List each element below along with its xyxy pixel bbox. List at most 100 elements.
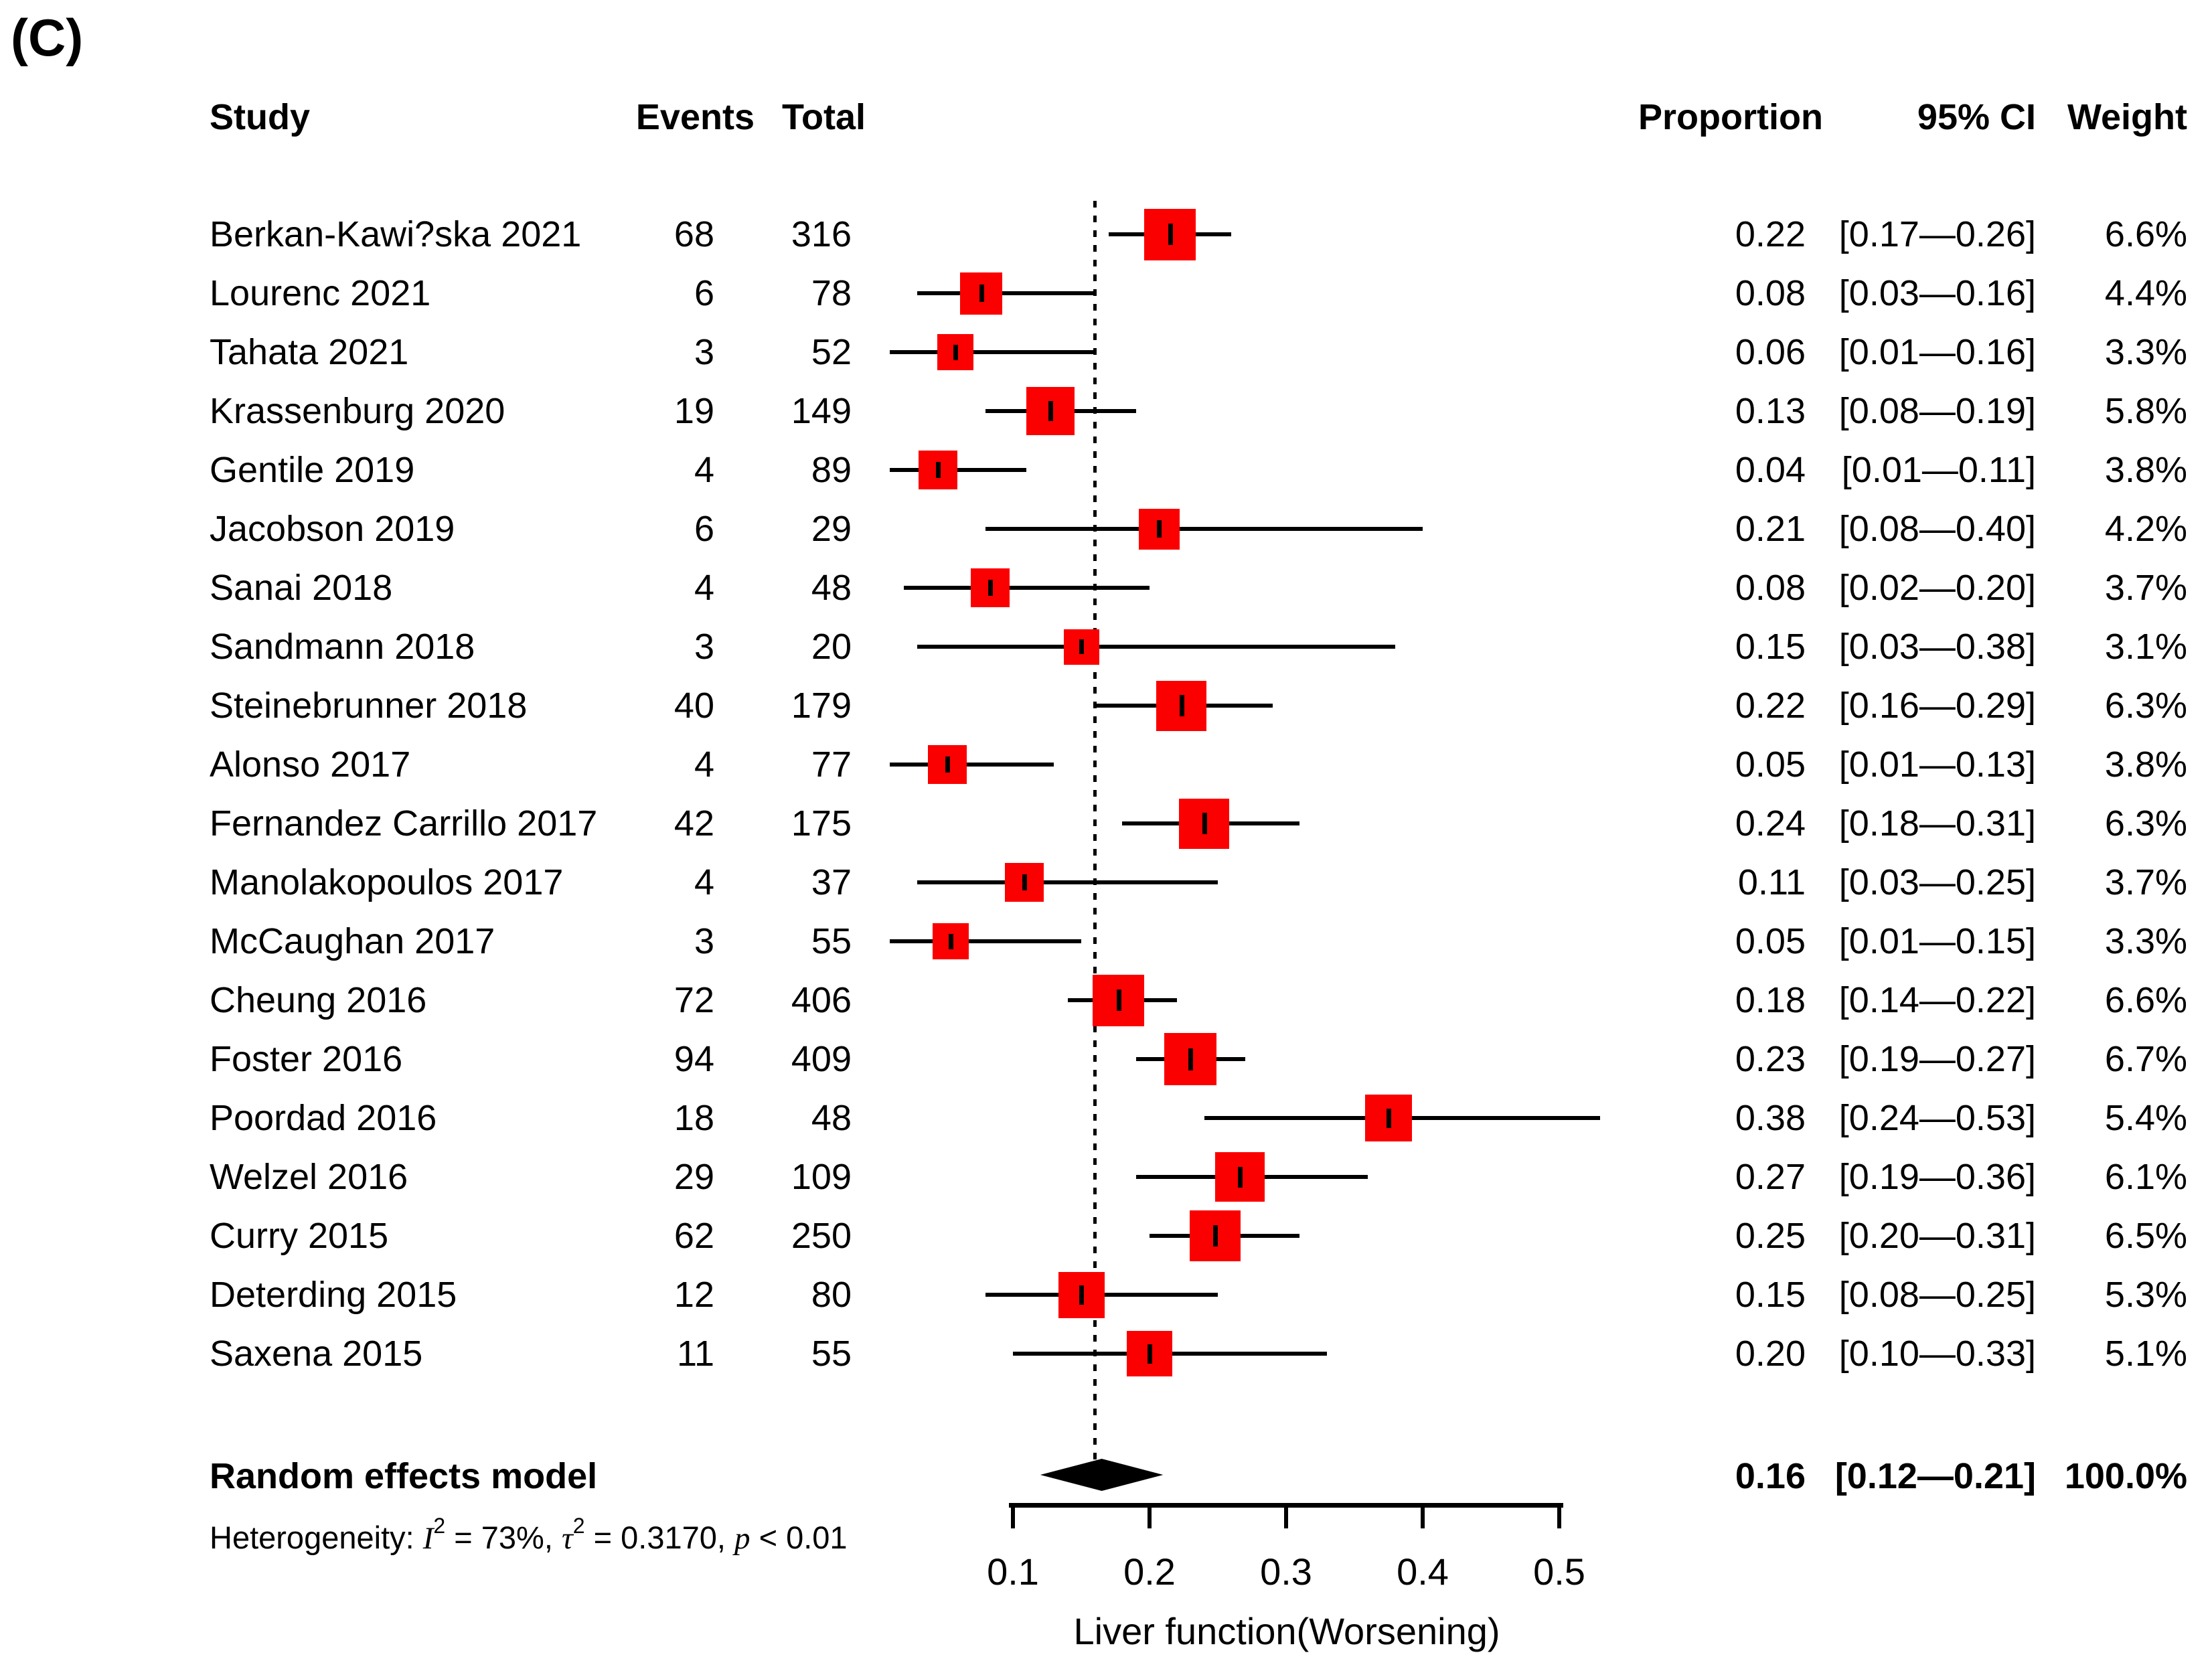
weight-value: 5.8%	[2104, 391, 2187, 431]
header-ci: 95% CI	[1917, 97, 2036, 137]
ci-value: [0.18—0.31]	[1838, 803, 2036, 844]
point-estimate-tick	[979, 285, 984, 302]
x-axis-title: Liver function(Worsening)	[1073, 1610, 1500, 1652]
proportion-value: 0.08	[1735, 568, 1806, 608]
ci-value: [0.01—0.11]	[1841, 450, 2036, 490]
events-value: 3	[694, 921, 714, 961]
x-axis-tick-label: 0.3	[1260, 1550, 1312, 1593]
x-axis-tick	[1284, 1503, 1288, 1528]
proportion-value: 0.11	[1737, 862, 1806, 902]
study-name: Gentile 2019	[210, 450, 415, 490]
events-value: 6	[694, 273, 714, 313]
ci-value: [0.01—0.16]	[1838, 332, 2036, 372]
events-value: 72	[674, 980, 714, 1020]
total-value: 48	[811, 568, 852, 608]
total-value: 48	[811, 1098, 852, 1138]
total-value: 80	[811, 1275, 852, 1315]
ci-line	[985, 527, 1423, 531]
proportion-value: 0.05	[1735, 921, 1806, 961]
x-axis-tick	[1011, 1503, 1015, 1528]
ci-value: [0.20—0.31]	[1838, 1216, 2036, 1256]
total-value: 250	[791, 1216, 852, 1256]
total-value: 109	[791, 1157, 852, 1197]
ci-value: [0.19—0.36]	[1838, 1157, 2036, 1197]
proportion-value: 0.15	[1735, 627, 1806, 667]
point-estimate-tick	[949, 934, 953, 949]
ci-line	[890, 939, 1081, 943]
study-name: Fernandez Carrillo 2017	[210, 803, 598, 844]
ci-line	[917, 291, 1095, 295]
proportion-value: 0.38	[1735, 1098, 1806, 1138]
study-name: Poordad 2016	[210, 1098, 437, 1138]
events-value: 42	[674, 803, 714, 844]
point-estimate-tick	[1079, 1285, 1084, 1305]
header-events: Events	[635, 97, 755, 137]
events-value: 3	[694, 627, 714, 667]
total-value: 55	[811, 921, 852, 961]
weight-value: 3.1%	[2104, 627, 2187, 667]
study-name: Welzel 2016	[210, 1157, 408, 1197]
point-estimate-tick	[1022, 874, 1027, 890]
ci-line	[890, 350, 1095, 354]
weight-value: 6.1%	[2104, 1157, 2187, 1197]
events-value: 40	[674, 686, 714, 726]
heterogeneity-text: Heterogeneity:	[210, 1520, 423, 1555]
weight-value: 6.3%	[2104, 803, 2187, 844]
weight-value: 5.4%	[2104, 1098, 2187, 1138]
summary-label: Random effects model	[210, 1456, 598, 1496]
proportion-value: 0.22	[1735, 686, 1806, 726]
study-name: Foster 2016	[210, 1039, 403, 1079]
study-name: Lourenc 2021	[210, 273, 431, 313]
point-estimate-tick	[1117, 989, 1121, 1011]
total-value: 409	[791, 1039, 852, 1079]
study-name: Tahata 2021	[210, 332, 409, 372]
events-value: 4	[694, 568, 714, 608]
events-value: 29	[674, 1157, 714, 1197]
point-estimate-tick	[988, 580, 993, 596]
weight-value: 5.3%	[2104, 1275, 2187, 1315]
heterogeneity-text: < 0.01	[750, 1520, 848, 1555]
events-value: 94	[674, 1039, 714, 1079]
total-value: 55	[811, 1334, 852, 1374]
proportion-value: 0.05	[1735, 744, 1806, 785]
header-weight: Weight	[2067, 97, 2187, 137]
heterogeneity-text: = 0.3170,	[584, 1520, 735, 1555]
study-name: Manolakopoulos 2017	[210, 862, 564, 902]
x-axis-tick	[1421, 1503, 1425, 1528]
ci-line	[890, 468, 1027, 472]
study-name: Curry 2015	[210, 1216, 389, 1256]
weight-value: 6.6%	[2104, 214, 2187, 254]
events-value: 4	[694, 744, 714, 785]
x-axis-tick	[1557, 1503, 1561, 1528]
proportion-value: 0.06	[1735, 332, 1806, 372]
heterogeneity-symbol: τ	[561, 1521, 573, 1556]
point-estimate-tick	[1148, 1344, 1152, 1364]
ci-value: [0.03—0.16]	[1838, 273, 2036, 313]
events-value: 12	[674, 1275, 714, 1315]
heterogeneity-symbol: p	[734, 1521, 750, 1556]
total-value: 149	[791, 391, 852, 431]
total-value: 20	[811, 627, 852, 667]
weight-value: 3.7%	[2104, 568, 2187, 608]
total-value: 179	[791, 686, 852, 726]
summary-diamond	[1040, 1459, 1164, 1491]
summary-proportion: 0.16	[1735, 1456, 1806, 1496]
point-estimate-tick	[1180, 695, 1184, 716]
heterogeneity-symbol: I	[422, 1521, 434, 1556]
study-name: Sanai 2018	[210, 568, 393, 608]
ci-value: [0.16—0.29]	[1838, 686, 2036, 726]
heterogeneity-superscript: 2	[433, 1514, 446, 1538]
point-estimate-tick	[1048, 401, 1053, 421]
point-estimate-tick	[945, 756, 950, 773]
total-value: 29	[811, 509, 852, 549]
header-study: Study	[210, 97, 311, 137]
proportion-value: 0.13	[1735, 391, 1806, 431]
weight-value: 3.3%	[2104, 921, 2187, 961]
point-estimate-tick	[1188, 1048, 1193, 1070]
ci-value: [0.01—0.13]	[1838, 744, 2036, 785]
total-value: 78	[811, 273, 852, 313]
point-estimate-tick	[936, 462, 941, 478]
events-value: 68	[674, 214, 714, 254]
point-estimate-tick	[1387, 1109, 1391, 1128]
x-axis-tick	[1148, 1503, 1152, 1528]
